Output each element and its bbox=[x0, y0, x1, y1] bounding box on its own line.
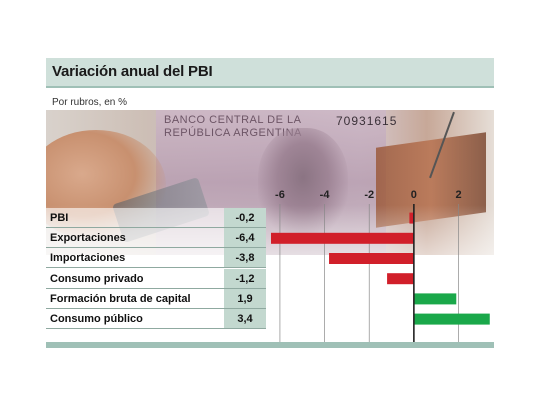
category-label: Consumo público bbox=[46, 309, 224, 329]
value-label: -1,2 bbox=[224, 268, 266, 289]
x-tick-label: -2 bbox=[364, 189, 374, 201]
chart-card: Variación anual del PBI Por rubros, en %… bbox=[46, 58, 494, 348]
category-label: Consumo privado bbox=[46, 268, 224, 289]
data-rows: PBI -0,2 Exportaciones -6,4 Importaciones -3,… bbox=[46, 208, 494, 342]
value-label: -3,8 bbox=[224, 248, 266, 269]
value-label: -6,4 bbox=[224, 228, 266, 249]
bottom-bar bbox=[46, 342, 494, 348]
row-divider bbox=[46, 227, 266, 228]
category-label: Importaciones bbox=[46, 248, 224, 269]
value-label: 3,4 bbox=[224, 309, 266, 329]
table-row: Exportaciones -6,4 bbox=[46, 228, 494, 249]
chart-title: Variación anual del PBI bbox=[52, 63, 213, 80]
bar bbox=[329, 253, 414, 264]
row-divider bbox=[46, 287, 266, 289]
row-divider bbox=[46, 328, 266, 329]
bar bbox=[387, 273, 414, 285]
table-row: Importaciones -3,8 bbox=[46, 248, 494, 269]
category-label: PBI bbox=[46, 208, 224, 228]
category-label: Formación bruta de capital bbox=[46, 288, 224, 309]
value-label: 1,9 bbox=[224, 288, 266, 309]
row-divider bbox=[46, 267, 266, 269]
table-row: PBI -0,2 bbox=[46, 208, 494, 228]
bar bbox=[271, 232, 414, 244]
value-label: -0,2 bbox=[224, 208, 266, 228]
x-tick-label: 0 bbox=[411, 189, 417, 201]
row-divider bbox=[46, 247, 266, 249]
bar bbox=[413, 293, 457, 305]
x-tick-label: -6 bbox=[275, 189, 285, 201]
table-row: Consumo privado -1,2 bbox=[46, 268, 494, 289]
table-row: Consumo público 3,4 bbox=[46, 309, 494, 329]
title-bar: Variación anual del PBI bbox=[46, 58, 494, 88]
x-tick-label: -4 bbox=[320, 189, 331, 201]
bar-chart: -6 -4 -2 0 2 bbox=[271, 189, 490, 342]
bar bbox=[409, 212, 414, 224]
banknote-serial: 70931615 bbox=[336, 114, 398, 128]
category-label: Exportaciones bbox=[46, 228, 224, 249]
x-tick-label: 2 bbox=[455, 189, 461, 201]
chart-subtitle: Por rubros, en % bbox=[52, 97, 128, 108]
table-row: Formación bruta de capital 1,9 bbox=[46, 288, 494, 309]
row-divider bbox=[46, 307, 266, 309]
bar bbox=[413, 313, 490, 325]
